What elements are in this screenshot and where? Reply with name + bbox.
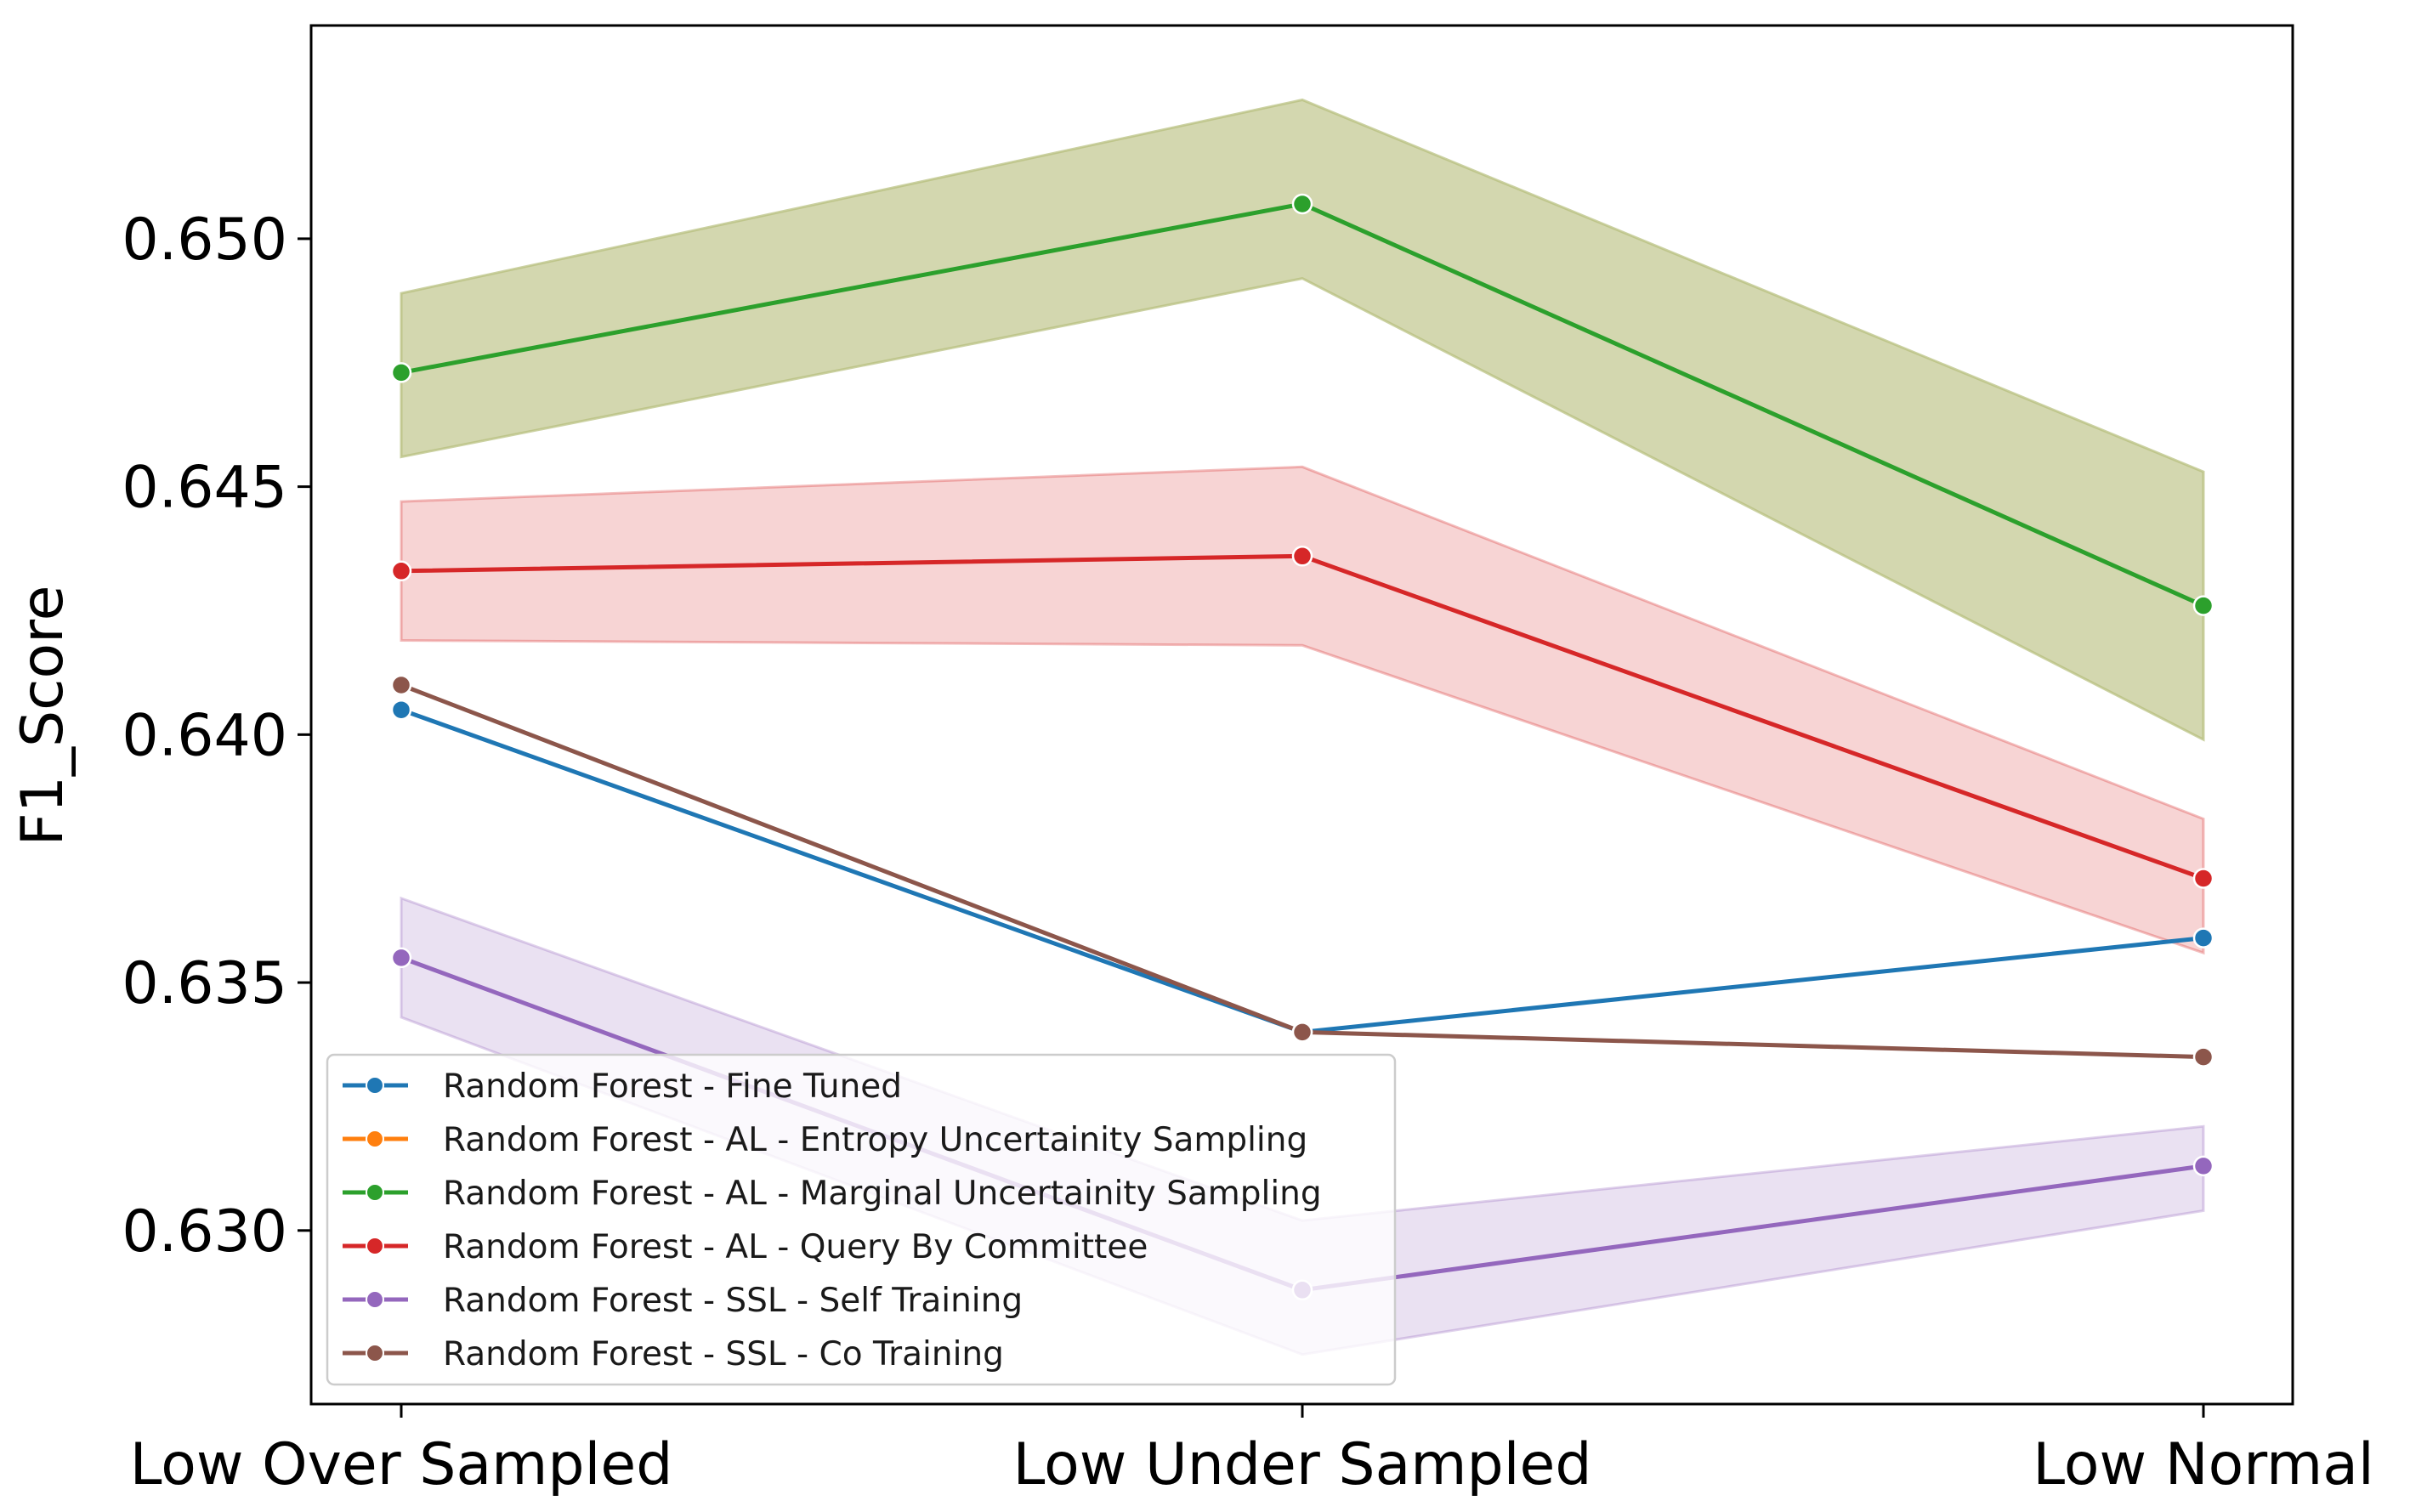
point-random-forest-ssl-co-training-0 bbox=[390, 674, 412, 696]
point-random-forest-al-marginal-uncertainity-sampling-1 bbox=[1291, 193, 1313, 215]
legend-label: Random Forest - AL - Entropy Uncertainit… bbox=[443, 1121, 1307, 1159]
band-random-forest-al-marginal-uncertainity-sampling bbox=[400, 98, 2205, 742]
y-tick-label: 0.635 bbox=[122, 950, 287, 1017]
point-random-forest-al-query-by-committee-0 bbox=[390, 560, 412, 582]
series-markers bbox=[390, 193, 2214, 1301]
legend-item: Random Forest - SSL - Self Training bbox=[343, 1282, 1023, 1320]
legend-label: Random Forest - AL - Marginal Uncertaini… bbox=[443, 1175, 1322, 1213]
x-tick-label: Low Under Sampled bbox=[1012, 1431, 1591, 1498]
legend-item: Random Forest - AL - Entropy Uncertainit… bbox=[343, 1121, 1307, 1159]
point-random-forest-fine-tuned-0 bbox=[390, 699, 412, 721]
legend-item: Random Forest - SSL - Co Training bbox=[343, 1335, 1004, 1373]
y-tick-label: 0.630 bbox=[122, 1198, 287, 1266]
legend-label: Random Forest - AL - Query By Committee bbox=[443, 1228, 1148, 1266]
legend-marker bbox=[366, 1183, 384, 1202]
x-axis: Low Over Sampled Low Under Sampled Low Nor… bbox=[130, 1404, 2374, 1498]
legend-marker bbox=[366, 1076, 384, 1095]
point-random-forest-al-marginal-uncertainity-sampling-2 bbox=[2192, 595, 2214, 616]
legend-marker bbox=[366, 1130, 384, 1148]
legend: Random Forest - Fine Tuned Random Forest … bbox=[326, 1053, 1397, 1386]
point-random-forest-ssl-self-training-2 bbox=[2192, 1155, 2214, 1177]
y-tick-label: 0.640 bbox=[122, 702, 287, 769]
point-random-forest-fine-tuned-2 bbox=[2192, 927, 2214, 949]
point-random-forest-al-query-by-committee-1 bbox=[1291, 546, 1313, 567]
legend-label: Random Forest - SSL - Co Training bbox=[443, 1335, 1004, 1373]
legend-label: Random Forest - SSL - Self Training bbox=[443, 1282, 1023, 1320]
y-tick-label: 0.645 bbox=[122, 455, 287, 522]
legend-item: Random Forest - Fine Tuned bbox=[343, 1067, 902, 1106]
y-tick-label: 0.650 bbox=[122, 207, 287, 274]
point-random-forest-ssl-self-training-0 bbox=[390, 947, 412, 969]
y-axis-label: F1_Score bbox=[9, 586, 77, 847]
legend-marker bbox=[366, 1344, 384, 1362]
legend-box bbox=[326, 1053, 1397, 1386]
band-random-forest-al-query-by-committee bbox=[400, 465, 2205, 955]
legend-marker bbox=[366, 1290, 384, 1309]
y-axis: 0.630 0.635 0.640 0.645 0.650 bbox=[122, 207, 311, 1266]
point-random-forest-al-query-by-committee-2 bbox=[2192, 868, 2214, 889]
point-random-forest-ssl-co-training-2 bbox=[2192, 1046, 2214, 1067]
legend-label: Random Forest - Fine Tuned bbox=[443, 1067, 902, 1106]
legend-item: Random Forest - AL - Query By Committee bbox=[343, 1228, 1148, 1266]
x-tick-label: Low Normal bbox=[2033, 1431, 2374, 1498]
x-tick-label: Low Over Sampled bbox=[130, 1431, 673, 1498]
point-random-forest-ssl-co-training-1 bbox=[1291, 1022, 1313, 1043]
legend-marker bbox=[366, 1237, 384, 1255]
legend-item: Random Forest - AL - Marginal Uncertaini… bbox=[343, 1175, 1322, 1213]
point-random-forest-al-marginal-uncertainity-sampling-0 bbox=[390, 362, 412, 383]
